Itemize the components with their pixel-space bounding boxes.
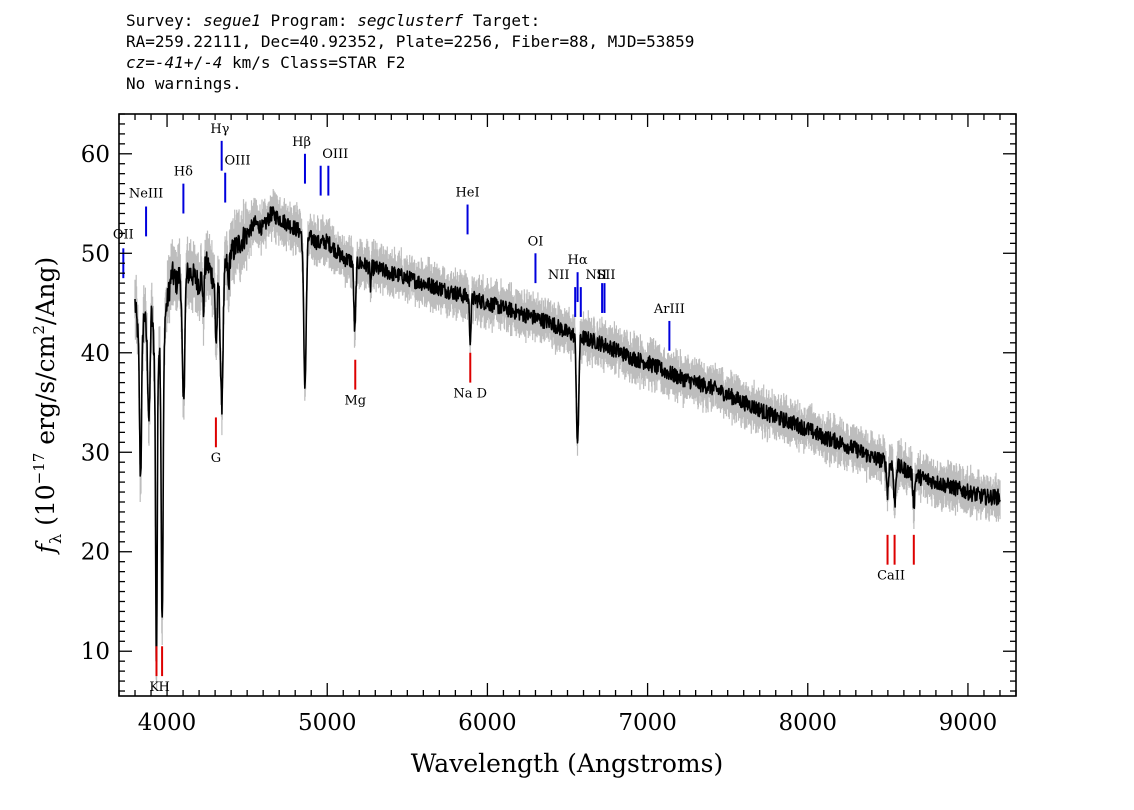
- flux-spectrum-line: [134, 206, 1001, 663]
- header-line-2: RA=259.22111, Dec=40.92352, Plate=2256, …: [126, 32, 695, 51]
- y-tick-label: 60: [81, 142, 110, 168]
- x-tick-label: 9000: [939, 710, 998, 736]
- axis-ticks: 4000 5000 6000 7000 8000 9000 10 20 30 40 50 60: [81, 113, 1017, 736]
- program-value: segclusterf: [357, 11, 464, 30]
- x-axis-title: Wavelength (Angstroms): [411, 749, 723, 778]
- emission-line-label: OI: [528, 234, 544, 249]
- emission-line-label: Hα: [568, 253, 588, 268]
- y-tick-label: 10: [81, 639, 110, 665]
- emission-line-label: OIII: [224, 154, 250, 169]
- class-text: km/s Class=STAR F2: [222, 53, 406, 72]
- emission-line-label: SII: [596, 268, 615, 283]
- cz-label: cz: [126, 53, 146, 72]
- emission-line-label: Hγ: [210, 122, 229, 137]
- y-title-f: f: [31, 540, 60, 555]
- survey-value: segue1: [203, 11, 261, 30]
- cz-error: 4: [212, 53, 223, 72]
- x-tick-label: 5000: [298, 710, 357, 736]
- y-tick-label: 40: [81, 341, 110, 367]
- y-axis-title: fλ (10−17 erg/s/cm2/Ang): [30, 257, 65, 556]
- y-tick-label: 50: [81, 241, 110, 267]
- spectrum-plot-area: [134, 189, 1001, 691]
- emission-line-label: NeIII: [129, 187, 163, 202]
- emission-line-label: ArIII: [653, 302, 685, 317]
- program-label: Program:: [260, 11, 358, 30]
- cz-plusminus: +/-: [183, 53, 213, 72]
- y-tick-label: 20: [81, 540, 110, 566]
- y-title-exp1: −17: [30, 453, 48, 485]
- emission-line-label: HeI: [455, 186, 479, 201]
- y-title-post: /Ang): [31, 257, 60, 325]
- header-line-1: Survey: segue1 Program: segclusterf Targ…: [126, 10, 694, 31]
- absorption-line-label: Mg: [344, 394, 366, 409]
- absorption-line-label: H: [158, 680, 169, 695]
- emission-line-label: Hδ: [174, 165, 193, 180]
- survey-label: Survey:: [126, 11, 204, 30]
- x-tick-label: 6000: [458, 710, 517, 736]
- x-tick-label: 8000: [778, 710, 837, 736]
- cz-equals: =: [145, 53, 155, 72]
- emission-line-label: OII: [113, 227, 134, 242]
- emission-line-label: OIII: [322, 147, 348, 162]
- absorption-line-label: K: [149, 680, 159, 695]
- absorption-line-label: Na D: [453, 387, 487, 402]
- y-title-exp2: 2: [30, 325, 48, 335]
- x-tick-label: 7000: [618, 710, 677, 736]
- y-title-lambda: λ: [46, 534, 65, 544]
- emission-line-label: Hβ: [292, 135, 311, 150]
- header-line-4: No warnings.: [126, 74, 242, 93]
- target-label: Target:: [463, 11, 541, 30]
- y-tick-label: 30: [81, 440, 110, 466]
- x-tick-label: 4000: [138, 710, 197, 736]
- y-title-pre: (10: [31, 484, 60, 534]
- emission-line-label: NII: [586, 268, 608, 283]
- emission-line-label: NII: [548, 268, 570, 283]
- absorption-line-label: CaII: [877, 569, 905, 584]
- spectrum-header: Survey: segue1 Program: segclusterf Targ…: [126, 10, 694, 94]
- cz-value: -41: [154, 53, 184, 72]
- absorption-line-label: G: [211, 451, 221, 466]
- y-title-mid: erg/s/cm: [31, 334, 60, 452]
- header-line-3: cz=-41+/-4 km/s Class=STAR F2: [126, 52, 694, 73]
